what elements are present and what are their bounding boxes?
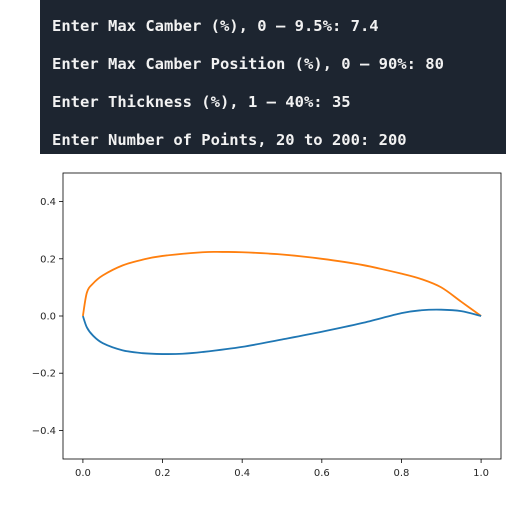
y-tick-label: 0.4 <box>40 197 56 208</box>
x-tick-label: 0.2 <box>155 468 171 479</box>
x-tick-label: 0.0 <box>75 468 91 479</box>
lower-surface-line <box>82 308 482 355</box>
x-tick-label: 0.8 <box>394 468 410 479</box>
y-tick-label: 0.0 <box>40 312 56 323</box>
x-tick-label: 0.6 <box>314 468 330 479</box>
y-tick-label: 0.2 <box>40 254 56 265</box>
upper-surface-line <box>82 250 482 317</box>
airfoil-plot: 0.0 0.2 0.4 0.6 0.8 1.0 0.4 0.2 0.0 −0.2 −0.4 <box>32 172 502 479</box>
terminal-output: Enter Max Camber (%), 0 – 9.5%: 7.4 Ente… <box>40 0 506 154</box>
camber-prompt-line: Enter Max Camber (%), 0 – 9.5%: 7.4 <box>52 17 379 35</box>
y-tick-label: −0.2 <box>32 369 56 380</box>
y-tick-label: −0.4 <box>32 426 56 437</box>
camber-position-prompt-line: Enter Max Camber Position (%), 0 – 90%: … <box>52 55 444 73</box>
axes-frame <box>62 172 502 460</box>
x-tick-label: 1.0 <box>473 468 489 479</box>
x-tick-label: 0.4 <box>234 468 250 479</box>
points-prompt-line: Enter Number of Points, 20 to 200: 200 <box>52 131 407 149</box>
thickness-prompt-line: Enter Thickness (%), 1 – 40%: 35 <box>52 93 351 111</box>
